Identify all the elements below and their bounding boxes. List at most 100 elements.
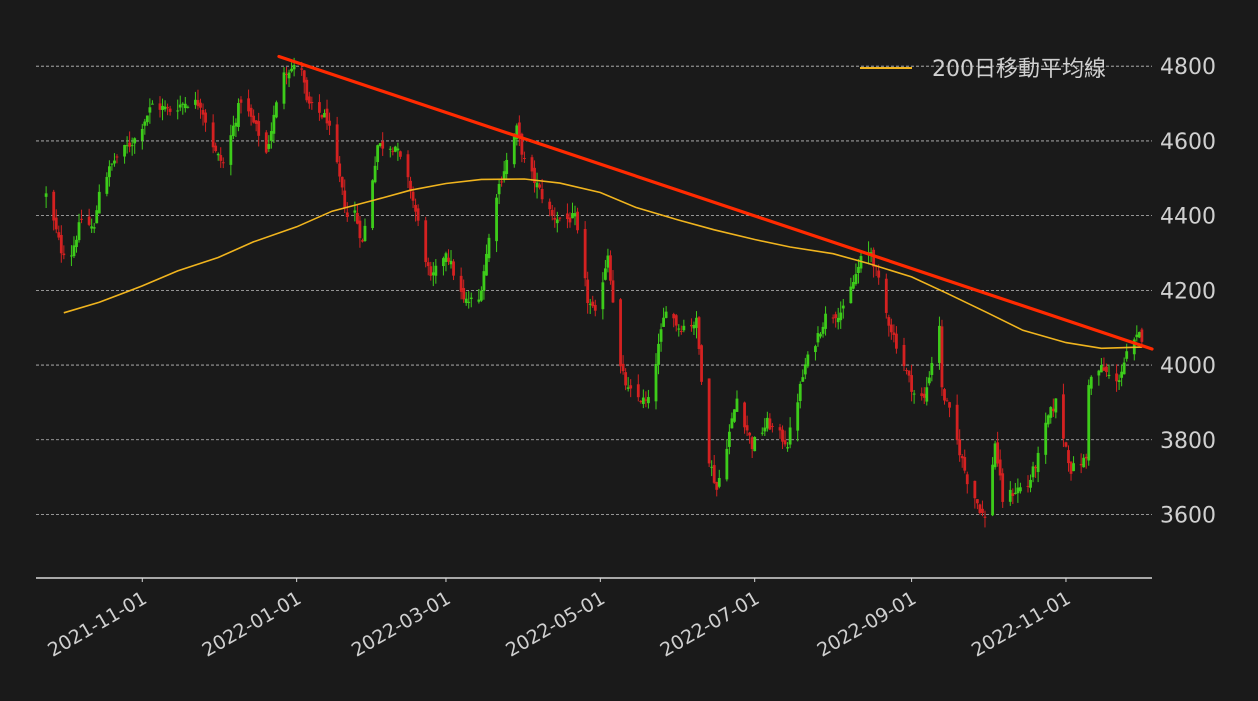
candle-body: [1102, 367, 1106, 371]
candle-body: [388, 148, 392, 150]
candle-body: [176, 110, 180, 112]
candle-body: [930, 363, 934, 375]
candle-body: [884, 278, 888, 313]
candle-body: [409, 180, 412, 192]
candle-body: [538, 184, 541, 188]
candle-body: [535, 182, 539, 188]
candle-body: [857, 266, 860, 274]
candle-body: [849, 286, 853, 304]
candle-body: [282, 72, 286, 104]
candle-body: [945, 400, 949, 402]
candle-body: [300, 68, 304, 70]
candle-body: [343, 190, 347, 209]
candle-body: [267, 144, 271, 149]
candle-body: [399, 151, 402, 157]
candle-body: [1044, 422, 1048, 455]
candle-body: [677, 328, 681, 330]
candle-body: [464, 298, 468, 303]
candle-body: [434, 265, 438, 276]
candle-body: [566, 213, 569, 220]
candle-body: [644, 399, 648, 401]
candle-body: [515, 125, 519, 140]
candle-body: [624, 372, 628, 386]
candle-body: [495, 197, 498, 242]
candle-body: [1001, 473, 1005, 502]
candle-body: [695, 317, 698, 328]
candle-body: [125, 145, 129, 147]
candle-body: [922, 393, 926, 398]
candle-body: [555, 219, 559, 224]
candle-body: [798, 383, 802, 402]
candle-body: [70, 255, 73, 257]
candle-body: [588, 303, 592, 305]
candle-body: [54, 217, 58, 230]
candle-body: [449, 260, 453, 265]
candle-body: [505, 159, 509, 175]
x-tick-label: 2022-03-01: [348, 587, 455, 661]
candle-body: [1062, 394, 1065, 439]
candle-body: [148, 107, 152, 113]
y-tick-label: 3600: [1160, 503, 1216, 528]
candle-body: [406, 154, 410, 178]
candle-body: [105, 176, 109, 194]
candle-body: [310, 102, 314, 104]
candle-body: [768, 418, 772, 430]
x-tick-label: 2021-11-01: [44, 587, 151, 661]
candle-body: [927, 377, 931, 384]
candle-body: [95, 210, 99, 224]
candle-body: [214, 145, 218, 152]
x-axis-ticks: 2021-11-01 2022-01-01 2022-03-01 2022-05-01…: [44, 578, 1074, 662]
candle-body: [763, 427, 767, 432]
candle-body: [110, 163, 114, 165]
candle-body: [963, 457, 967, 471]
candle-body: [993, 443, 997, 468]
candle-body: [231, 125, 235, 137]
y-tick-label: 4200: [1160, 279, 1216, 304]
candle-body: [459, 275, 463, 292]
candle-body: [452, 261, 455, 276]
candle-body: [371, 180, 374, 229]
candle-body: [771, 425, 774, 427]
candle-body: [910, 375, 913, 392]
candle-body: [647, 397, 650, 404]
candle-body: [553, 217, 557, 220]
candle-body: [877, 270, 881, 278]
candle-body: [479, 290, 483, 301]
candle-body: [1089, 376, 1093, 389]
candle-body: [62, 253, 66, 256]
candle-body: [996, 442, 1000, 464]
candle-body: [958, 439, 962, 456]
candle-body: [264, 132, 268, 153]
candle-body: [834, 314, 838, 319]
grid-lines: [36, 65, 1152, 515]
candle-body: [907, 370, 911, 376]
candle-body: [639, 400, 643, 403]
candle-body: [712, 465, 716, 483]
candle-body: [859, 256, 863, 269]
candle-body: [1067, 450, 1070, 464]
candle-body: [765, 417, 769, 429]
x-tick-label: 2022-05-01: [502, 587, 609, 661]
candle-body: [216, 153, 220, 156]
candle-body: [1125, 351, 1129, 359]
candle-body: [806, 354, 810, 367]
candle-body: [447, 257, 450, 262]
candle-body: [302, 70, 306, 83]
candle-body: [682, 325, 686, 331]
candle-body: [363, 225, 367, 241]
candle-body: [920, 393, 924, 397]
candle-body: [796, 402, 800, 431]
candle-body: [345, 212, 349, 218]
candle-body: [249, 107, 253, 117]
candle-body: [1036, 452, 1040, 473]
candle-body: [151, 103, 154, 105]
candle-body: [730, 418, 734, 429]
candle-body: [816, 333, 820, 343]
candle-body: [1105, 366, 1108, 373]
x-tick-label: 2022-01-01: [199, 587, 306, 661]
candle-body: [512, 136, 516, 165]
candle-body: [163, 106, 167, 110]
candle-body: [143, 121, 147, 126]
candle-body: [500, 181, 504, 183]
